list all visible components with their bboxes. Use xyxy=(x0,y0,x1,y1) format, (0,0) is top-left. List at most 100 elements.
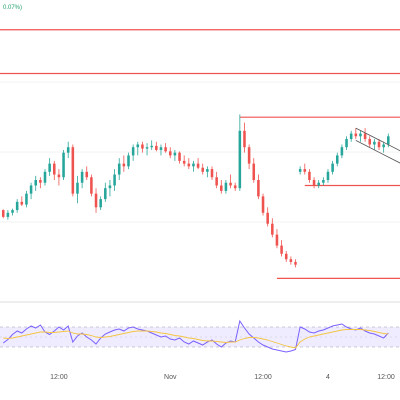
candle-body xyxy=(131,147,135,156)
candle-body xyxy=(25,193,28,205)
oscillator-line-2 xyxy=(3,329,389,349)
channel-line-upper xyxy=(355,127,400,152)
candle-body xyxy=(57,174,61,178)
candle-body xyxy=(238,130,242,189)
candle-body xyxy=(71,147,75,194)
candle-body xyxy=(1,210,5,217)
candle-body xyxy=(247,147,251,164)
candle-body xyxy=(266,212,269,224)
candle-body xyxy=(345,139,348,148)
candle-body xyxy=(271,223,274,235)
candle-body xyxy=(113,174,116,186)
candle-body xyxy=(284,253,288,260)
channel-line-lower xyxy=(355,140,400,164)
candle-body xyxy=(141,144,144,149)
x-tick-label: 4 xyxy=(326,374,330,381)
candle-body xyxy=(159,147,163,150)
candle-body xyxy=(275,234,279,246)
candle-body xyxy=(6,212,10,217)
candle-body xyxy=(29,185,33,194)
x-axis: 12:00 Nov 12:00 4 12:00 xyxy=(50,374,395,381)
candle-body xyxy=(280,245,283,254)
price-level-lines xyxy=(0,29,400,279)
candle-body xyxy=(20,201,24,205)
candle-body xyxy=(99,199,102,208)
candle-body xyxy=(122,163,126,167)
candle-body xyxy=(298,169,302,172)
candle-body xyxy=(243,130,246,148)
candle-body xyxy=(252,163,256,180)
candle-body xyxy=(108,185,112,189)
candle-body xyxy=(173,152,177,156)
candle-body xyxy=(127,155,130,167)
candle-body xyxy=(48,163,51,172)
candle-body xyxy=(136,144,140,148)
candle-body xyxy=(182,160,186,164)
candle-body xyxy=(215,177,218,186)
candle-body xyxy=(117,163,121,175)
candle-body xyxy=(201,167,205,172)
candle-body xyxy=(229,182,232,186)
candle-body xyxy=(331,163,334,172)
candle-body xyxy=(53,163,56,175)
candle-body xyxy=(363,133,367,140)
oscillator-panel xyxy=(0,319,400,353)
candle-body xyxy=(76,182,79,194)
candlestick-series xyxy=(1,114,390,268)
candle-body xyxy=(145,147,149,149)
candle-body xyxy=(261,196,265,213)
candle-body xyxy=(373,141,376,145)
candle-body xyxy=(368,139,372,145)
candle-body xyxy=(11,210,14,213)
candle-body xyxy=(233,185,237,189)
candle-body xyxy=(382,144,385,148)
candle-body xyxy=(150,145,153,148)
candle-body xyxy=(192,163,195,167)
candle-body xyxy=(206,169,209,172)
candle-body xyxy=(43,171,47,183)
candle-body xyxy=(85,171,89,178)
candle-body xyxy=(168,151,172,156)
candle-body xyxy=(224,182,228,191)
candle-body xyxy=(294,261,297,265)
candle-body xyxy=(62,152,65,178)
candle-body xyxy=(335,155,339,164)
candle-body xyxy=(104,188,107,200)
grid-lines xyxy=(0,81,400,303)
candle-body xyxy=(210,169,214,178)
x-tick-label: 12:00 xyxy=(50,374,68,381)
candle-body xyxy=(289,259,293,262)
candle-body xyxy=(34,180,37,186)
candle-body xyxy=(377,141,381,148)
x-tick-label: 12:00 xyxy=(377,374,395,381)
candle-body xyxy=(66,147,70,153)
candle-body xyxy=(187,163,191,167)
candle-body xyxy=(354,133,358,137)
candle-body xyxy=(155,145,158,150)
candle-body xyxy=(80,171,84,183)
candle-body xyxy=(94,193,98,208)
candle-body xyxy=(303,169,307,172)
x-tick-label: 12:00 xyxy=(254,374,272,381)
oscillator-line-1 xyxy=(2,319,389,353)
candle-body xyxy=(349,133,353,140)
candle-body xyxy=(387,136,390,145)
candle-body xyxy=(164,147,167,152)
candle-body xyxy=(178,152,181,161)
candle-body xyxy=(257,180,260,197)
candle-body xyxy=(322,180,325,183)
candle-body xyxy=(317,182,320,186)
candle-body xyxy=(359,133,362,137)
candle-body xyxy=(312,180,316,186)
candle-body xyxy=(90,177,93,194)
candle-body xyxy=(340,147,344,156)
candle-body xyxy=(326,171,330,180)
candle-body xyxy=(15,201,19,211)
candle-body xyxy=(196,163,200,168)
candle-body xyxy=(39,180,42,183)
corner-label: 0.07%) xyxy=(3,5,22,11)
descending-channel xyxy=(355,127,400,164)
x-tick-label: Nov xyxy=(164,374,177,381)
candle-body xyxy=(220,185,223,191)
